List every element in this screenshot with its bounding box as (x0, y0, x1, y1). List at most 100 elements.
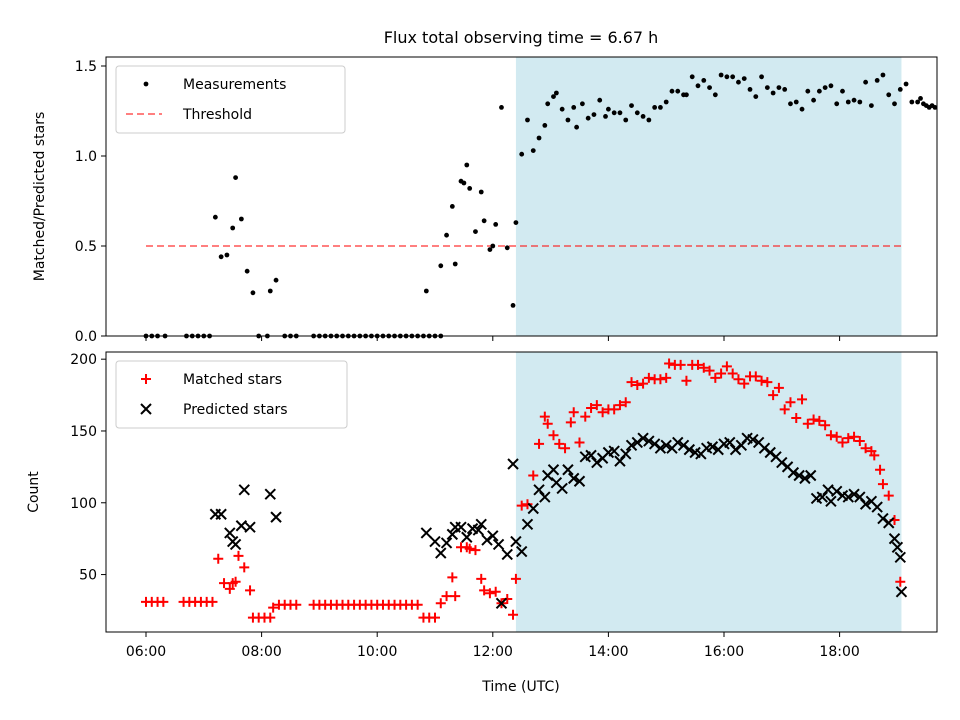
matched-star-point (548, 430, 559, 441)
x-axis-ticks: 06:00 08:00 10:00 12:00 14:00 16:00 18:00 (126, 632, 860, 660)
matched-star-point (762, 377, 773, 388)
x-tick-label: 16:00 (704, 644, 744, 660)
matched-star-point (574, 437, 585, 448)
matched-star-point (849, 431, 860, 442)
measurement-point (267, 288, 273, 294)
predicted-star-point (648, 438, 661, 450)
y-axis-ticks: 50 100 150 200 (70, 352, 106, 584)
measurement-point (603, 114, 608, 119)
measurement-point (834, 101, 840, 107)
measurement-point (880, 72, 886, 78)
measurement-point (764, 85, 770, 90)
matched-star-point (265, 612, 276, 623)
ratio-points (143, 72, 938, 339)
measurement-point (634, 110, 640, 116)
matched-star-point (158, 596, 169, 607)
y-tick-label: 1.0 (75, 149, 97, 165)
predicted-star-point (764, 446, 776, 459)
measurement-point (467, 186, 473, 191)
matched-star-point (490, 586, 501, 597)
measurement-point (449, 204, 455, 209)
x-tick-label: 18:00 (819, 644, 859, 660)
predicted-star-point (842, 491, 854, 503)
predicted-star-point (877, 512, 889, 525)
predicted-star-point (235, 520, 248, 532)
measurement-point (776, 85, 782, 90)
measurement-point (504, 245, 510, 251)
x-axis-ticks (145, 336, 841, 341)
predicted-star-point (487, 530, 499, 542)
predicted-star-point (573, 475, 586, 487)
measurement-point (606, 106, 611, 112)
measurement-point (736, 79, 741, 85)
matched-star-point (230, 576, 241, 587)
matched-star-point (224, 583, 235, 594)
predicted-star-point (492, 538, 505, 551)
measurement-point (874, 78, 880, 83)
matched-star-point (233, 550, 244, 561)
predicted-star-point (883, 517, 895, 529)
legend-label: Matched stars (183, 372, 282, 388)
measurement-point (886, 92, 892, 98)
matched-star-point (502, 593, 513, 604)
measurement-point (689, 74, 695, 80)
predicted-star-point (871, 501, 883, 513)
matched-star-point (716, 368, 727, 379)
matched-star-point (843, 433, 854, 444)
measurement-point (897, 87, 903, 92)
measurement-point (490, 243, 496, 249)
measurement-point (918, 96, 923, 101)
x-tick-label: 12:00 (473, 644, 513, 660)
measurement-point (218, 254, 224, 260)
matched-star-point (528, 470, 539, 481)
matched-star-point (291, 599, 302, 610)
legend-label: Predicted stars (183, 402, 288, 418)
matched-star-point (239, 562, 250, 573)
measurement-point (816, 88, 822, 94)
matched-star-point (802, 418, 813, 429)
matched-star-point (207, 596, 218, 607)
measurement-point (452, 261, 458, 267)
matched-star-point (681, 375, 692, 386)
measurement-point (438, 263, 444, 269)
x-tick-label: 10:00 (357, 644, 397, 660)
measurement-point (932, 105, 938, 110)
measurement-point (701, 78, 707, 83)
matched-star-point (675, 359, 686, 370)
measurement-point (857, 99, 863, 105)
measurement-point (545, 101, 551, 107)
measurement-point (559, 106, 565, 112)
predicted-star-point (244, 521, 256, 533)
matched-star-point (597, 407, 608, 418)
ratio-panel: 0.0 0.5 1.0 1.5 Matched/Predicted stars Mea… (32, 56, 938, 345)
predicted-star-point (527, 502, 539, 515)
predicted-star-point (787, 466, 800, 479)
predicted-star-point (440, 537, 453, 549)
matched-star-point (510, 573, 521, 584)
measurement-point (652, 105, 658, 110)
predicted-star-point (461, 531, 473, 543)
y-tick-label: 1.5 (75, 59, 97, 75)
y-tick-label: 0.0 (75, 329, 97, 345)
matched-star-point (435, 598, 446, 609)
matched-star-point (808, 414, 819, 425)
matched-star-point (632, 380, 643, 391)
matched-star-point (522, 499, 533, 510)
predicted-star-point (891, 541, 904, 553)
measurement-point (461, 180, 467, 186)
predicted-star-point (799, 472, 811, 485)
matched-star-point (568, 407, 579, 418)
plot-frame (105, 56, 938, 337)
measurement-point (212, 214, 218, 220)
matched-star-point (837, 437, 848, 448)
predicted-star-point (481, 534, 493, 546)
measurement-point (519, 151, 525, 157)
measurement-point (909, 99, 915, 105)
matched-star-point (484, 588, 495, 599)
measurement-point (892, 101, 897, 107)
measurement-point (788, 101, 793, 107)
matched-star-point (441, 591, 452, 602)
measurement-point (675, 88, 681, 94)
measurement-point (730, 74, 736, 80)
matched-star-point (721, 361, 732, 372)
